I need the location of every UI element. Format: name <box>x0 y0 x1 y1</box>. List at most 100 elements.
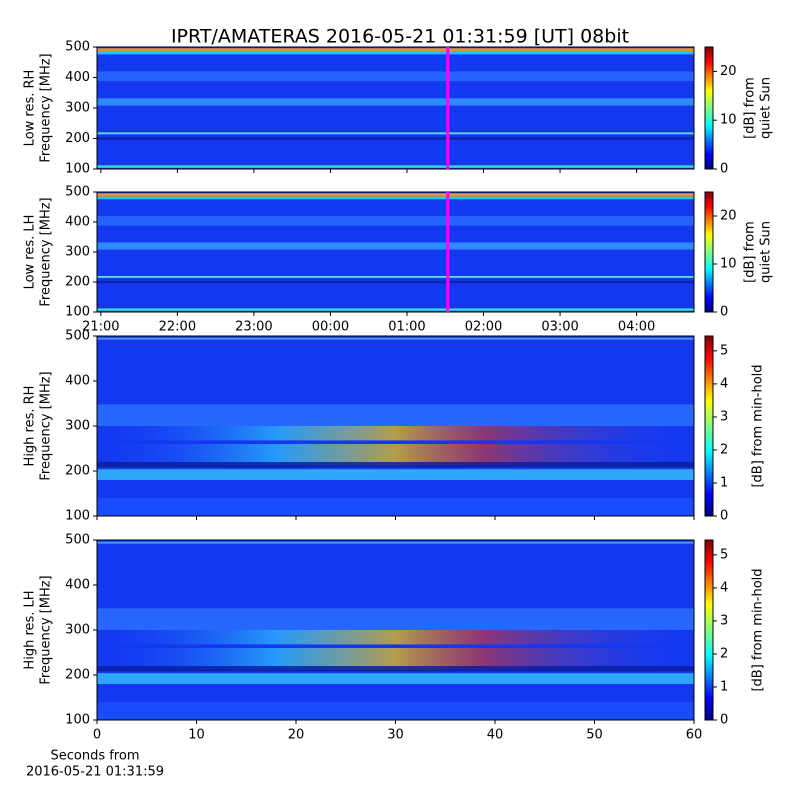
y-tick-label: 300 <box>65 419 90 434</box>
x-tick-label: 21:00 <box>82 320 119 335</box>
y-axis-label: High res. RH <box>23 386 38 467</box>
y-axis-label: Frequency [MHz] <box>39 371 54 480</box>
texture <box>97 541 694 544</box>
colorbar-tick-label: 5 <box>720 343 728 358</box>
x-tick-label: 60 <box>686 728 703 743</box>
x-tick-label: 0 <box>93 728 101 743</box>
colorbar <box>704 46 714 170</box>
colorbar-tick-label: 4 <box>720 376 728 391</box>
texture <box>97 137 694 140</box>
x-tick-label: 03:00 <box>541 320 578 335</box>
colorbar-tick-label: 1 <box>720 679 728 694</box>
y-tick-label: 100 <box>65 305 90 320</box>
y-tick-label: 200 <box>65 131 90 146</box>
colorbar-tick-label: 0 <box>720 509 728 524</box>
chart-title: IPRT/AMATERAS 2016-05-21 01:31:59 [UT] 0… <box>171 26 629 48</box>
y-tick-label: 100 <box>65 162 90 177</box>
x-axis-label: Seconds from <box>50 749 139 764</box>
colorbar-tick-label: 2 <box>720 442 728 457</box>
texture <box>97 630 694 645</box>
colorbar-tick-label: 3 <box>720 613 728 628</box>
texture <box>97 648 694 670</box>
colorbar-tick-label: 20 <box>720 64 737 79</box>
colorbar-tick-label: 1 <box>720 475 728 490</box>
texture <box>97 462 694 468</box>
y-tick-label: 500 <box>65 329 90 344</box>
texture <box>97 242 694 250</box>
spectrogram <box>97 192 694 312</box>
y-tick-label: 300 <box>65 101 90 116</box>
colorbar <box>704 335 714 517</box>
colorbar-tick-label: 5 <box>720 547 728 562</box>
colorbar-tick-label: 2 <box>720 646 728 661</box>
colorbar-tick-label: 10 <box>720 113 737 128</box>
colorbar-label: quiet Sun <box>759 221 774 283</box>
colorbar-tick-label: 4 <box>720 580 728 595</box>
colorbar-tick-label: 0 <box>720 713 728 728</box>
y-tick-label: 300 <box>65 623 90 638</box>
colorbar-label: [dB] from <box>743 77 758 139</box>
y-tick-label: 400 <box>65 374 90 389</box>
texture <box>97 404 694 426</box>
y-tick-label: 500 <box>65 533 90 548</box>
colorbar-tick-label: 10 <box>720 257 737 272</box>
texture <box>97 469 694 480</box>
texture <box>97 608 694 630</box>
colorbar-label: [dB] from min-hold <box>751 568 766 691</box>
y-axis-label: Frequency [MHz] <box>39 53 54 162</box>
colorbar-tick-label: 3 <box>720 409 728 424</box>
y-tick-label: 100 <box>65 713 90 728</box>
colorbar <box>704 191 714 313</box>
x-tick-label: 04:00 <box>618 320 655 335</box>
texture <box>97 673 694 684</box>
x-tick-label: 40 <box>487 728 504 743</box>
texture <box>97 165 694 168</box>
x-tick-label: 02:00 <box>465 320 502 335</box>
texture <box>97 51 694 55</box>
texture <box>97 132 694 135</box>
y-tick-label: 400 <box>65 578 90 593</box>
y-axis-label: Frequency [MHz] <box>39 197 54 306</box>
x-tick-label: 50 <box>586 728 603 743</box>
texture <box>97 71 694 82</box>
colorbar-tick-label: 0 <box>720 162 728 177</box>
texture <box>97 444 694 466</box>
texture <box>97 280 694 284</box>
texture <box>97 98 694 106</box>
x-tick-label: 10 <box>188 728 205 743</box>
colorbar-tick-label: 0 <box>720 305 728 320</box>
colorbar-label: quiet Sun <box>759 77 774 139</box>
y-tick-label: 100 <box>65 509 90 524</box>
x-tick-label: 22:00 <box>159 320 196 335</box>
colorbar-label: [dB] from <box>743 221 758 283</box>
colorbar-label: [dB] from min-hold <box>751 364 766 487</box>
y-axis-label: Low res. RH <box>23 70 38 147</box>
x-tick-label: 23:00 <box>235 320 272 335</box>
texture <box>97 216 694 226</box>
texture <box>97 426 694 441</box>
texture <box>97 276 694 278</box>
y-tick-label: 400 <box>65 70 90 85</box>
x-tick-label: 20 <box>288 728 305 743</box>
y-tick-label: 500 <box>65 185 90 200</box>
texture <box>97 48 694 52</box>
y-tick-label: 300 <box>65 245 90 260</box>
y-tick-label: 200 <box>65 275 90 290</box>
texture <box>97 308 694 311</box>
y-tick-label: 500 <box>65 40 90 55</box>
y-tick-label: 200 <box>65 464 90 479</box>
y-tick-label: 200 <box>65 668 90 683</box>
x-axis-label: 2016-05-21 01:31:59 <box>26 765 164 780</box>
colorbar <box>704 539 714 721</box>
y-axis-label: Frequency [MHz] <box>39 575 54 684</box>
spectrogram <box>97 47 694 169</box>
x-tick-label: 01:00 <box>388 320 425 335</box>
x-tick-label: 30 <box>387 728 404 743</box>
texture <box>97 702 694 720</box>
texture <box>97 666 694 672</box>
texture <box>97 498 694 516</box>
colorbar-tick-label: 20 <box>720 209 737 224</box>
y-axis-label: Low res. LH <box>23 215 38 290</box>
y-tick-label: 400 <box>65 215 90 230</box>
